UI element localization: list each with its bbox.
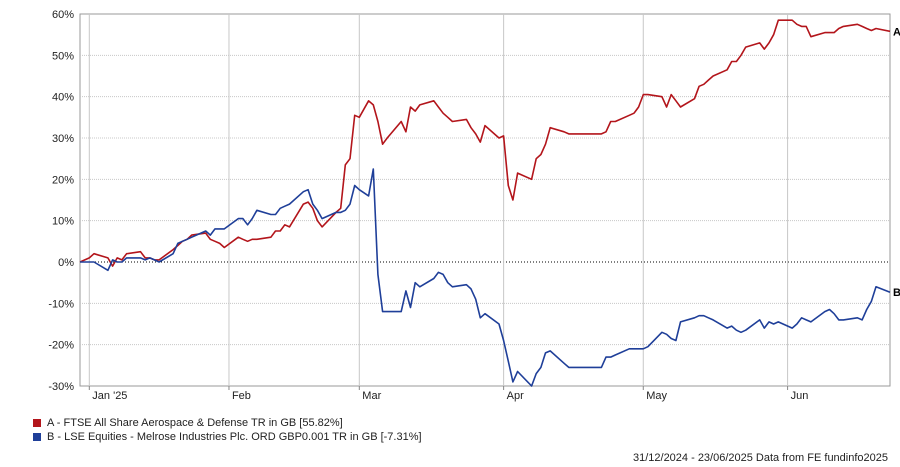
legend-label-a: A - FTSE All Share Aerospace & Defense T… bbox=[47, 417, 343, 429]
y-tick-label: -10% bbox=[48, 298, 74, 310]
y-tick-label: -30% bbox=[48, 381, 74, 393]
x-tick-label: May bbox=[646, 390, 667, 402]
legend: A - FTSE All Share Aerospace & Defense T… bbox=[33, 416, 422, 444]
date-range-source: 31/12/2024 - 23/06/2025 Data from FE fun… bbox=[632, 452, 888, 464]
legend-label-b: B - LSE Equities - Melrose Industries Pl… bbox=[47, 431, 422, 443]
series-end-label-a: A bbox=[893, 26, 900, 38]
series-lines: AB bbox=[79, 19, 900, 387]
x-tick-label: Mar bbox=[362, 390, 381, 402]
y-tick-label: -20% bbox=[48, 340, 74, 352]
line-chart: 60% 50% 40% 30% 20% 10% 0% -10% -20% -30% Jan '25… bbox=[48, 9, 900, 402]
x-tick-label: Jun bbox=[791, 390, 809, 402]
legend-item-b: B - LSE Equities - Melrose Industries Pl… bbox=[33, 430, 422, 444]
y-tick-label: 30% bbox=[52, 133, 74, 145]
y-tick-label: 40% bbox=[52, 92, 74, 104]
y-tick-label: 50% bbox=[52, 50, 74, 62]
series-line-b bbox=[80, 168, 891, 387]
x-tick-label: Feb bbox=[232, 390, 251, 402]
legend-swatch-b bbox=[33, 433, 41, 441]
x-axis: Jan '25 Feb Mar Apr May Jun bbox=[88, 386, 809, 402]
y-tick-label: 10% bbox=[52, 216, 74, 228]
legend-swatch-a bbox=[33, 419, 41, 427]
series-end-label-b: B bbox=[893, 287, 900, 299]
y-tick-label: 0% bbox=[58, 257, 74, 269]
y-axis: 60% 50% 40% 30% 20% 10% 0% -10% -20% -30% bbox=[48, 9, 74, 393]
legend-item-a: A - FTSE All Share Aerospace & Defense T… bbox=[33, 416, 422, 430]
plot-area bbox=[79, 13, 891, 387]
y-tick-label: 60% bbox=[52, 9, 74, 21]
grid bbox=[80, 14, 890, 386]
series-line-a bbox=[79, 19, 891, 267]
x-tick-label: Apr bbox=[507, 390, 524, 402]
x-tick-label: Jan '25 bbox=[92, 390, 127, 402]
y-tick-label: 20% bbox=[52, 174, 74, 186]
